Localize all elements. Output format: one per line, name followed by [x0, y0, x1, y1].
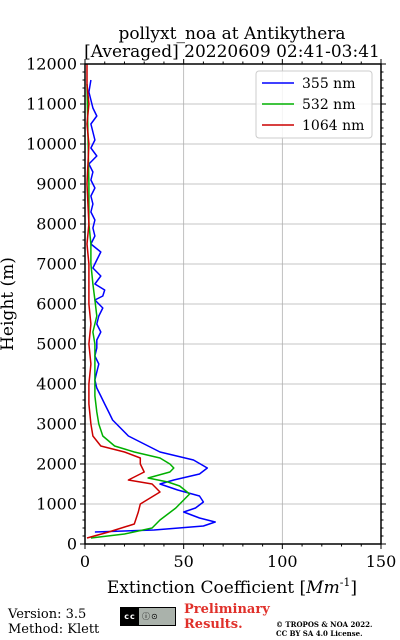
legend-label: 355 nm	[302, 76, 355, 92]
data-series	[86, 64, 216, 539]
copyright-line-1: © TROPOS & NOA 2022.	[276, 620, 373, 629]
preliminary-results-notice: Preliminary Results.	[184, 602, 270, 632]
x-axis-label-text: Extinction Coefficient [	[107, 578, 306, 598]
x-axis-label: Extinction Coefficient [Mm-1]	[107, 576, 357, 598]
y-tick-label: 11000	[26, 95, 77, 114]
y-tick-label: 0	[67, 535, 77, 554]
y-tick-label: 12000	[26, 55, 77, 74]
legend: 355 nm 532 nm 1064 nm	[255, 70, 373, 139]
y-tick-label: 4000	[36, 375, 77, 394]
y-tick-label: 5000	[36, 335, 77, 354]
y-tick-label: 9000	[36, 175, 77, 194]
x-tick-label: 150	[366, 552, 397, 571]
cc-by-sa-icon: ⓘ⊙	[142, 612, 159, 621]
y-tick-label: 2000	[36, 455, 77, 474]
x-axis-label-exponent: -1	[340, 576, 351, 589]
x-tick-label: 0	[80, 552, 90, 571]
y-tick-label: 3000	[36, 415, 77, 434]
legend-label: 1064 nm	[302, 118, 364, 134]
preliminary-line-1: Preliminary	[184, 602, 270, 617]
copyright-notice: © TROPOS & NOA 2022. CC BY SA 4.0 Licens…	[276, 620, 372, 638]
y-axis-label: Height (m)	[0, 257, 18, 351]
y-tick-label: 1000	[36, 495, 77, 514]
chart-title: pollyxt_noa at Antikythera	[118, 24, 345, 44]
series-line-355-nm	[88, 79, 216, 533]
x-axis-label-close: ]	[350, 578, 357, 598]
cc-logo-icon: cc	[121, 608, 139, 625]
preliminary-line-2: Results.	[184, 617, 243, 632]
footer-version-info: Version: 3.5 Method: Klett	[8, 607, 99, 637]
y-tick-label: 8000	[36, 215, 77, 234]
y-tick-label: 7000	[36, 255, 77, 274]
method-text: Method: Klett	[8, 622, 100, 637]
series-line-1064-nm	[86, 64, 161, 539]
legend-box	[255, 70, 373, 139]
x-axis-label-unit: Mm	[305, 578, 340, 598]
y-tick-label: 6000	[36, 295, 77, 314]
cc-license-badge-icon: cc ⓘ⊙	[120, 607, 176, 626]
axes: 0100020003000400050006000700080009000100…	[26, 55, 396, 572]
copyright-line-2: CC BY SA 4.0 License.	[276, 629, 363, 638]
legend-label: 532 nm	[302, 97, 355, 113]
version-text: Version: 3.5	[8, 607, 87, 622]
y-tick-label: 10000	[26, 135, 77, 154]
x-tick-label: 100	[267, 552, 298, 571]
series-line-532-nm	[86, 83, 191, 539]
chart-subtitle: [Averaged] 20220609 02:41-03:41	[84, 42, 380, 62]
x-tick-label: 50	[173, 552, 193, 571]
